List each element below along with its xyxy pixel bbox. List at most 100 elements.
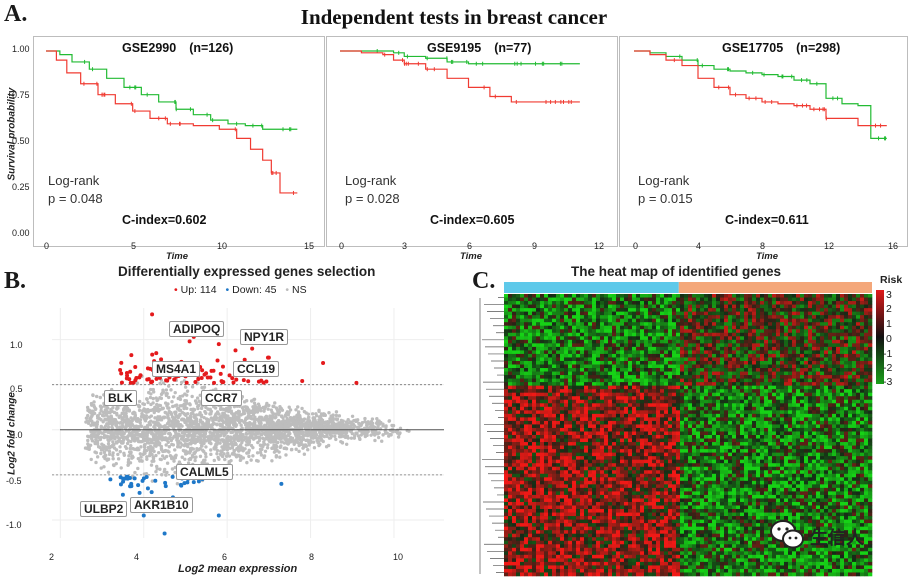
heatmap-cell [688,329,693,334]
heatmap-cell [592,364,597,369]
heatmap-cell [780,346,785,351]
heatmap-cell [692,346,697,351]
heatmap-cell [852,350,857,355]
heatmap-cell [676,332,681,337]
heatmap-cell [600,311,605,316]
heatmap-cell [592,346,597,351]
heatmap-cell [696,301,701,305]
volcano-ns-point [198,420,203,424]
heatmap-cell [640,311,645,316]
heatmap-cell [796,325,801,330]
heatmap-cell [568,304,573,309]
heatmap-cell [660,318,665,323]
volcano-ns-point [325,434,329,439]
volcano-ns-point [300,406,304,411]
heatmap-cell [816,357,821,362]
heatmap-cell [852,364,857,369]
heatmap-cell [508,315,513,319]
heatmap-cell [816,301,821,305]
heatmap-cell [772,294,777,298]
heatmap-cell [548,336,553,341]
heatmap-cell [700,304,705,309]
heatmap-cell [704,301,709,305]
volcano-ns-point [92,400,96,404]
volcano-ns-point [306,447,310,452]
volcano-ns-point [261,444,265,449]
heatmap-cell [632,311,637,316]
heatmap-cell [680,332,685,337]
volcano-ns-point [101,410,106,415]
heatmap-cell [800,332,805,337]
heatmap-cell [656,339,661,344]
heatmap-cell [652,353,657,358]
volcano-ns-point [384,425,388,430]
volcano-ns-point [99,408,103,413]
heatmap-cell [848,308,853,312]
heatmap-cell [760,343,765,348]
heatmap-cell [572,301,577,305]
heatmap-cell [580,357,585,362]
volcano-ns-point [163,467,167,472]
heatmap-cell [640,350,645,355]
heatmap-cell [520,360,525,365]
volcano-ns-point [248,416,253,420]
volcano-ns-point [204,445,208,449]
volcano-ns-point [189,448,193,452]
heatmap-cell [776,325,781,330]
heatmap-cell [644,308,649,312]
heatmap-cell [628,311,633,316]
volcano-ns-point [328,432,332,437]
heatmap-cell [832,368,837,372]
heatmap-cell [536,325,541,330]
volcano-ns-point [135,419,139,423]
heatmap-cell [828,315,833,319]
heatmap-cell [796,301,801,305]
heatmap-cell [648,336,653,341]
heatmap-cell [612,353,617,358]
heatmap-cell [664,368,669,372]
heatmap-cell [508,311,513,316]
heatmap-cell [784,364,789,369]
heatmap-cell [756,360,761,365]
volcano-ns-point [192,408,197,412]
heatmap-cell [852,322,857,327]
volcano-ns-point [299,442,304,447]
volcano-ns-point [248,435,252,439]
heatmap-cell [720,315,725,319]
heatmap-cell [568,350,573,355]
heatmap-cell [680,346,685,351]
volcano-ns-point [317,409,321,414]
volcano-ns-point [188,418,192,422]
volcano-up-point [231,380,236,385]
heatmap-cell [752,353,757,358]
volcano-ns-point [296,440,300,445]
heatmap-cell [732,304,737,309]
heatmap-cell [548,329,553,334]
heatmap-cell [796,329,801,334]
heatmap-cell [656,360,661,365]
heatmap-cell [524,339,529,344]
heatmap-cell [704,308,709,312]
volcano-ns-point [315,426,320,430]
heatmap-cell [592,301,597,305]
heatmap-cell [752,350,757,355]
volcano-ns-point [185,412,190,416]
heatmap-cell [668,315,673,319]
volcano-ns-point [229,430,233,435]
heatmap-cell [660,308,665,312]
heatmap-cell [552,357,557,362]
heatmap-cell [736,332,741,337]
heatmap-cell [824,357,829,362]
heatmap-cell [592,311,597,316]
heatmap-cell [512,297,517,302]
heatmap-cell [740,360,745,365]
volcano-ns-point [204,439,208,443]
volcano-ns-point [214,415,218,420]
volcano-ns-point [293,424,297,428]
heatmap-cell [868,315,873,319]
heatmap-cell [612,346,617,351]
heatmap-cell [808,332,813,337]
heatmap-cell [508,322,513,327]
volcano-ns-point [212,458,216,463]
heatmap-cell [640,368,645,372]
